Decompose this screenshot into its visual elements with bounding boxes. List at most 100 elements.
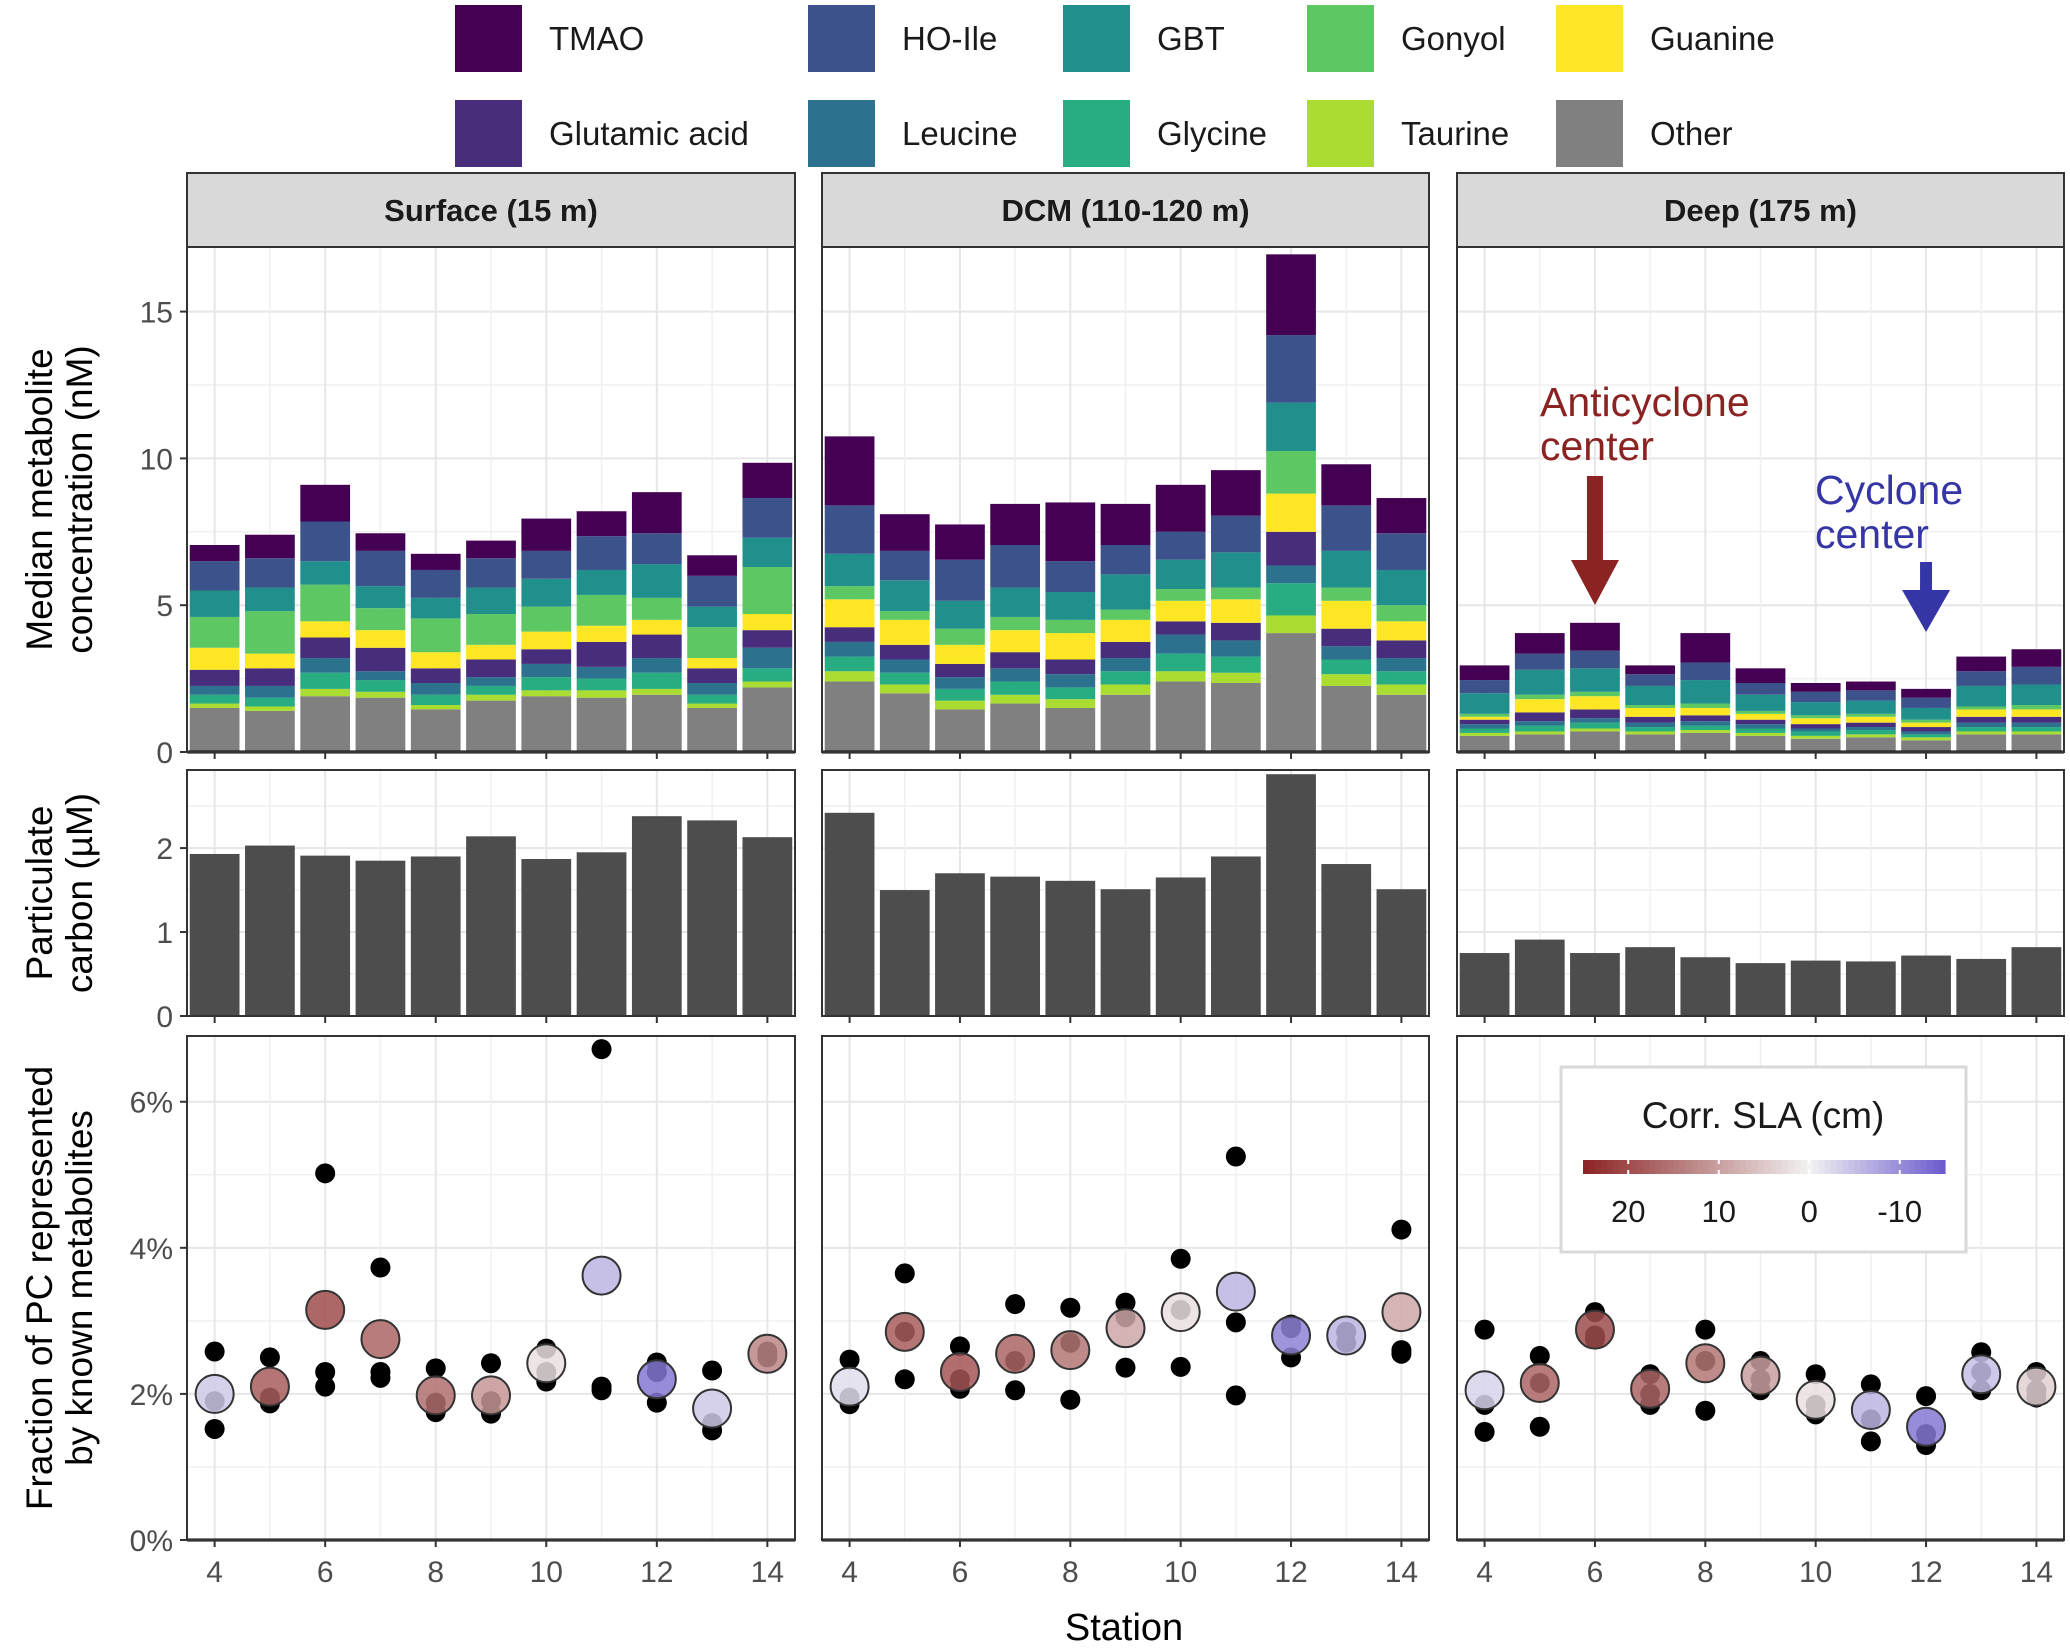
bar-segment-ho-ile-station-5 [879,550,930,581]
bar-segment-tmao-station-6 [935,524,985,560]
replicate-point-station-7 [370,1257,391,1278]
pc-bar-station-12 [631,816,682,1016]
bar-segment-gonyol-station-11 [576,594,627,626]
bar-segment-guanine-station-4 [1459,716,1510,720]
bar-segment-gbt-station-6 [300,561,351,585]
colorbar-segment [1721,1160,1729,1174]
bar-segment-gbt-station-10 [521,578,572,607]
bar-segment-guanine-station-8 [410,652,461,669]
replicate-point-station-11 [1225,1146,1246,1167]
bar-segment-taurine-station-4 [824,671,875,682]
bar-segment-glutamic-acid-station-10 [1155,621,1206,635]
median-point-station-14 [2016,1366,2057,1407]
bar-segment-glutamic-acid-station-8 [1680,715,1731,722]
annotation-text-line: center [1815,511,1929,557]
y-tick-label: 4% [130,1233,173,1266]
bar-segment-leucine-station-14 [2011,722,2062,728]
bar-segment-leucine-station-12 [631,658,682,673]
median-point-station-4 [829,1366,870,1407]
bar-segment-glycine-station-12 [1266,583,1316,616]
pc-bar-station-12 [1901,955,1951,1016]
bar-segment-ho-ile-station-6 [935,559,985,601]
bar-segment-gonyol-station-12 [1266,451,1316,494]
y-tick-label: 0 [156,737,173,770]
bar-segment-tmao-station-7 [990,503,1041,546]
bar-segment-ho-ile-station-7 [1625,674,1676,686]
bar-segment-glutamic-acid-station-7 [355,647,406,672]
replicate-point-station-11 [1225,1385,1246,1406]
bar-segment-leucine-station-7 [1625,722,1676,728]
bar-segment-glutamic-acid-station-8 [410,668,461,684]
bar-segment-tmao-station-6 [300,484,351,522]
colorbar-legend: Corr. SLA (cm) 20 10 0 -10 [1559,1065,1968,1254]
replicate-point-station-14 [1391,1219,1412,1240]
bar-segment-gonyol-station-8 [410,618,461,653]
bar-segment-glycine-station-14 [1376,671,1427,685]
bar-segment-leucine-station-13 [687,683,737,695]
bar-segment-gonyol-station-14 [1376,605,1427,622]
replicate-point-station-4 [839,1349,860,1370]
bar-segment-tmao-station-7 [1625,665,1676,675]
replicate-point-station-7 [370,1362,391,1382]
colorbar-segment [1938,1160,1946,1174]
bar-segment-gonyol-station-14 [2011,705,2062,710]
bar-segment-leucine-station-12 [1266,565,1316,584]
pc-panel-surface-border [186,769,796,1017]
bar-segment-other-station-14 [742,687,793,752]
bar-segment-glutamic-acid-station-11 [1210,622,1261,641]
bar-segment-glycine-station-7 [1625,727,1676,732]
legend-label-guanine: Guanine [1650,20,1775,57]
bar-segment-guanine-station-12 [1901,722,1951,728]
colorbar-tick-label: 20 [1611,1194,1645,1229]
bar-segment-glutamic-acid-station-4 [189,669,240,686]
colorbar-segment [1703,1160,1711,1174]
bar-segment-other-station-9 [1100,694,1151,752]
bar-segment-ho-ile-station-13 [1956,671,2007,686]
median-point-station-14 [747,1333,788,1374]
bar-segment-guanine-station-5 [879,619,930,645]
bar-segment-ho-ile-station-14 [742,498,793,538]
legend-swatch-gonyol [1307,5,1374,72]
y-tick-label: 0% [130,1525,173,1558]
bar-segment-gbt-station-7 [990,587,1041,617]
bar-segment-taurine-station-13 [687,703,737,708]
legend-swatch-tmao [455,5,522,72]
bar-segment-taurine-station-10 [1790,735,1841,739]
bar-segment-glycine-station-5 [1514,725,1565,732]
median-point-station-4 [194,1373,235,1414]
colorbar-segment [1757,1160,1765,1174]
x-tick-label: 14 [751,1556,784,1589]
facet-strips: Surface (15 m) DCM (110-120 m) Deep (175 m… [186,172,2065,248]
bar-segment-ho-ile-station-12 [631,533,682,565]
bar-segment-leucine-station-7 [355,671,406,681]
bar-segment-glutamic-acid-station-9 [1100,641,1151,659]
pc-bar-station-5 [1514,939,1565,1016]
x-tick-label: 6 [952,1556,969,1589]
median-point-station-7 [995,1333,1036,1374]
bar-segment-guanine-station-4 [824,599,875,628]
median-point-station-6 [305,1289,346,1330]
bar-segment-gbt-station-8 [410,597,461,619]
metabolite-panel-dcm [821,246,1430,759]
pc-bar-station-11 [1845,961,1896,1016]
colorbar-segment [1866,1160,1874,1174]
bar-segment-other-station-11 [576,697,627,752]
colorbar-segment [1637,1160,1644,1174]
bar-segment-taurine-station-8 [1045,699,1096,708]
bar-segment-leucine-station-9 [466,677,516,686]
pc-bar-station-11 [576,852,627,1016]
bar-segment-glutamic-acid-station-7 [990,652,1041,669]
bar-segment-taurine-station-5 [879,684,930,694]
median-point-station-5 [249,1366,290,1407]
pc-bar-station-7 [1625,947,1676,1016]
pc-y-title-line-1: Particulate [19,806,60,981]
bar-segment-glycine-station-6 [1570,722,1620,729]
bar-segment-gonyol-station-6 [935,628,985,645]
replicate-point-station-14 [1391,1340,1412,1361]
bar-segment-gonyol-station-9 [1100,609,1151,620]
median-point-station-9 [1105,1308,1146,1349]
colorbar-segment [1601,1160,1608,1174]
colorbar-segment [1649,1160,1656,1174]
replicate-point-station-8 [425,1358,446,1379]
replicate-point-station-11 [1860,1431,1881,1452]
